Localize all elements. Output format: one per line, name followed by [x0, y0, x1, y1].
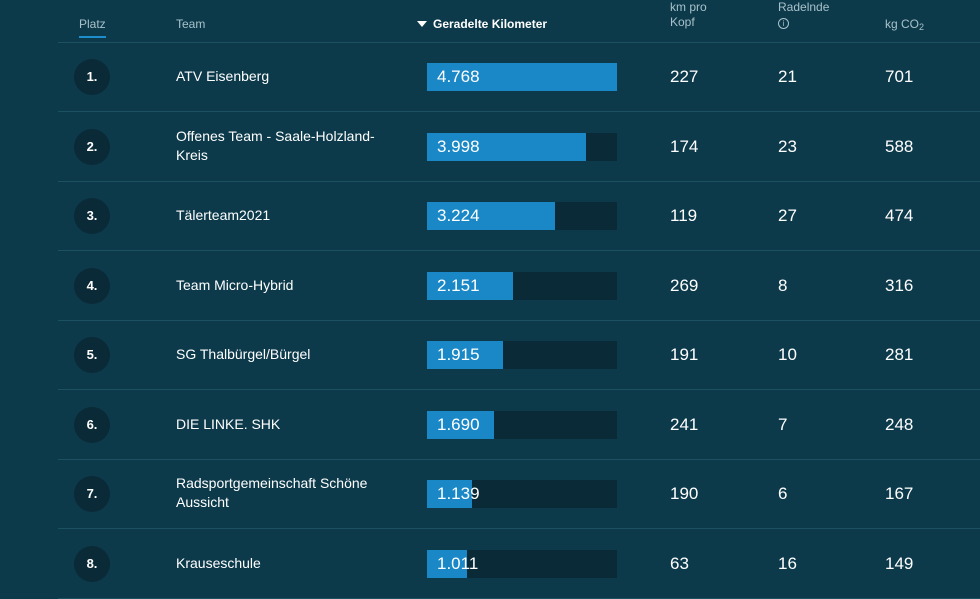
km-value: 1.915: [437, 345, 480, 364]
km-pro-kopf-value: 63: [670, 553, 689, 573]
ranking-table: Platz Team Geradelte Kilometer km pro Ko…: [58, 0, 980, 599]
km-value: 3.224: [437, 206, 480, 225]
team-name: Tälerteam2021: [176, 207, 271, 223]
column-header-km-pro-kopf[interactable]: km pro Kopf: [670, 0, 707, 30]
km-value: 3.998: [437, 136, 480, 156]
column-header-km-label: Geradelte Kilometer: [433, 17, 548, 31]
team-name: SG Thalbürgel/Bürgel: [176, 346, 311, 362]
co2-value: 248: [885, 414, 914, 434]
km-pro-kopf-value: 191: [670, 345, 699, 364]
km-bar-fill: [427, 341, 503, 369]
km-value: 1.690: [437, 414, 480, 434]
rank-badge: 5.: [74, 337, 110, 373]
radelnde-value: 27: [778, 206, 797, 225]
sort-descending-icon: [417, 20, 427, 27]
co2-value: 316: [885, 275, 914, 295]
km-bar: 4.768: [427, 63, 617, 91]
column-header-kopf-label: Kopf: [670, 15, 695, 29]
table-header: Platz Team Geradelte Kilometer km pro Ko…: [58, 0, 980, 43]
km-bar-fill: [427, 410, 494, 439]
km-value: 1.011: [437, 553, 479, 573]
table-row[interactable]: 3. Tälerteam2021 3.224 119 27 474: [58, 181, 980, 251]
team-name: Team Micro-Hybrid: [176, 276, 294, 293]
km-pro-kopf-value: 227: [670, 67, 699, 86]
km-bar: 1.915: [427, 341, 617, 369]
team-name: ATV Eisenberg: [176, 68, 270, 84]
radelnde-value: 16: [778, 553, 797, 573]
table-row[interactable]: 7. Radsportgemeinschaft Schöne Aussicht 1.…: [58, 459, 980, 529]
radelnde-value: 6: [778, 484, 788, 503]
km-bar-fill: [427, 271, 513, 300]
co2-value: 588: [885, 136, 914, 156]
column-header-radelnde[interactable]: Radelnde i: [778, 0, 829, 30]
radelnde-value: 10: [778, 345, 797, 364]
km-bar-fill: [427, 202, 555, 230]
column-header-platz[interactable]: Platz: [79, 16, 106, 38]
table-row[interactable]: 1. ATV Eisenberg 4.768 227 21 701: [58, 42, 980, 112]
info-icon[interactable]: i: [778, 18, 789, 29]
team-name: DIE LINKE. SHK: [176, 415, 281, 432]
co2-value: 167: [885, 484, 914, 503]
km-value: 2.151: [437, 275, 480, 295]
column-header-km[interactable]: Geradelte Kilometer: [417, 16, 547, 32]
km-value: 4.768: [437, 67, 480, 86]
km-bar: 1.139: [427, 480, 617, 508]
km-bar: 1.690: [427, 410, 617, 439]
km-bar: 3.998: [427, 132, 617, 161]
table-row[interactable]: 2. Offenes Team - Saale-Holzland-Kreis 3.9…: [58, 112, 980, 182]
km-pro-kopf-value: 174: [670, 136, 699, 156]
km-pro-kopf-value: 269: [670, 275, 699, 295]
radelnde-value: 23: [778, 136, 797, 156]
column-header-co2[interactable]: kg CO2: [885, 16, 924, 35]
team-name: Krauseschule: [176, 554, 261, 571]
km-bar-fill: [427, 63, 617, 91]
km-pro-kopf-value: 190: [670, 484, 699, 503]
co2-value: 701: [885, 67, 914, 86]
table-row[interactable]: 4. Team Micro-Hybrid 2.151 269 8 316: [58, 251, 980, 321]
table-row[interactable]: 5. SG Thalbürgel/Bürgel 1.915 191 10 281: [58, 320, 980, 390]
co2-value: 149: [885, 553, 914, 573]
radelnde-value: 8: [778, 275, 788, 295]
rank-badge: 7.: [74, 476, 110, 512]
rank-badge: 3.: [74, 198, 110, 234]
km-pro-kopf-value: 119: [670, 206, 698, 225]
rank-badge: 8.: [74, 545, 110, 582]
km-bar-fill: [427, 549, 467, 578]
column-header-co2-label: kg CO: [885, 17, 920, 31]
column-header-co2-subscript: 2: [919, 22, 925, 32]
column-header-km-pro-label: km pro: [670, 0, 707, 14]
column-header-radelnde-label: Radelnde: [778, 0, 830, 14]
co2-value: 474: [885, 206, 914, 225]
team-name: Radsportgemeinschaft Schöne Aussicht: [176, 475, 368, 510]
rank-badge: 2.: [74, 128, 110, 165]
km-value: 1.139: [437, 484, 480, 503]
rank-badge: 1.: [74, 59, 110, 95]
rank-badge: 6.: [74, 406, 110, 443]
km-bar: 3.224: [427, 202, 617, 230]
km-pro-kopf-value: 241: [670, 414, 699, 434]
radelnde-value: 7: [778, 414, 788, 434]
co2-value: 281: [885, 345, 914, 364]
km-bar-fill: [427, 480, 472, 508]
rank-badge: 4.: [74, 267, 110, 304]
table-row[interactable]: 6. DIE LINKE. SHK 1.690 241 7 248: [58, 390, 980, 460]
column-header-team[interactable]: Team: [176, 17, 206, 31]
km-bar: 2.151: [427, 271, 617, 300]
table-row[interactable]: 8. Krauseschule 1.011 63 16 149: [58, 529, 980, 599]
radelnde-value: 21: [778, 67, 797, 86]
team-name: Offenes Team - Saale-Holzland-Kreis: [176, 127, 375, 163]
km-bar: 1.011: [427, 549, 617, 578]
km-bar-fill: [427, 132, 586, 161]
